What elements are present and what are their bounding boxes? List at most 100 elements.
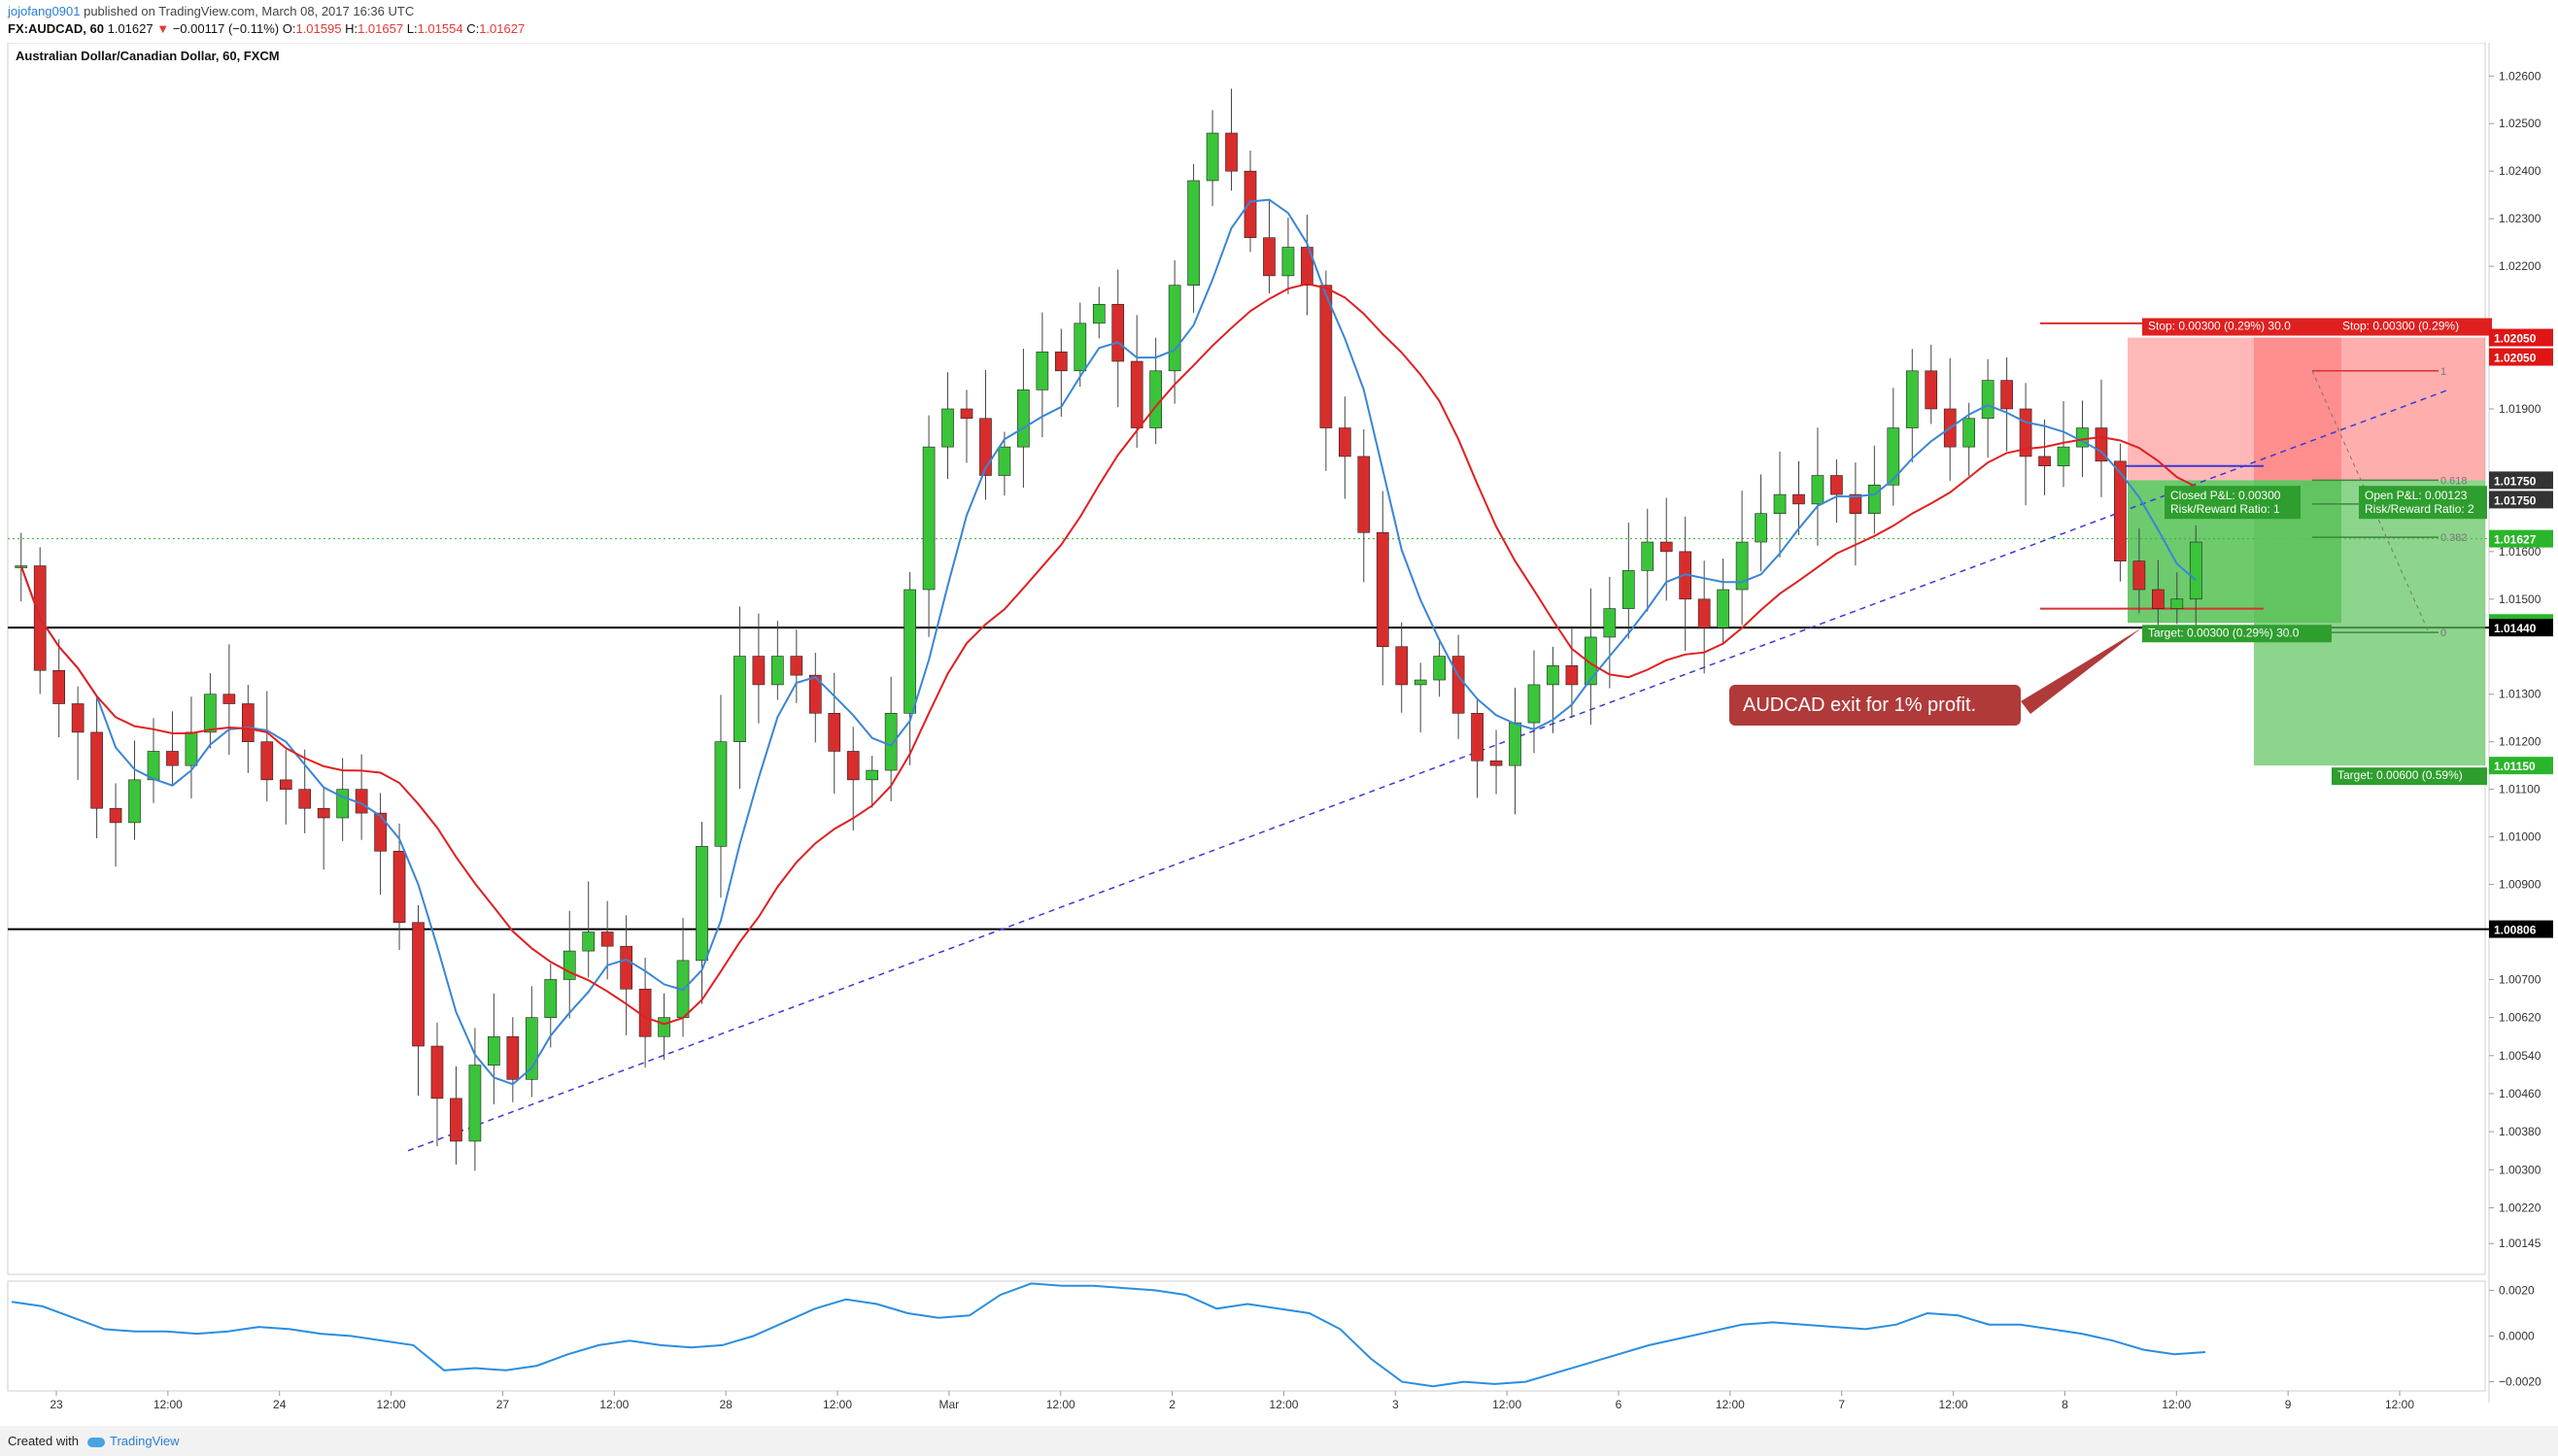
bullish-candle — [658, 1017, 670, 1037]
price-axis-label: 1.00300 — [2499, 1163, 2541, 1176]
bullish-candle — [185, 731, 198, 766]
bullish-candle — [1735, 541, 1749, 591]
close-label: C: — [466, 21, 480, 36]
bullish-candle — [1868, 485, 1881, 514]
chart-title: Australian Dollar/Canadian Dollar, 60, F… — [16, 49, 280, 63]
bullish-candle — [525, 1017, 538, 1080]
candlestick-chart[interactable]: Australian Dollar/Canadian Dollar, 60, F… — [0, 43, 2558, 1426]
bearish-candle — [450, 1098, 462, 1142]
open-stop-label: Stop: 0.00300 (0.29%) — [2342, 320, 2459, 333]
price-axis-marker-label: 1.00806 — [2494, 924, 2537, 937]
open-target-label: Target: 0.00600 (0.59%) — [2337, 768, 2463, 782]
bearish-candle — [2000, 380, 2013, 410]
bearish-candle — [1565, 665, 1579, 686]
oscillator-axis-label: 0.0020 — [2499, 1283, 2535, 1297]
open-label: O: — [282, 21, 296, 36]
closed-pnl-box — [2165, 486, 2301, 520]
symbol-label: FX:AUDCAD, 60 — [8, 21, 104, 36]
bearish-candle — [2152, 589, 2165, 609]
price-axis-label: 1.01600 — [2499, 545, 2541, 559]
tradingview-brand-text: TradingView — [110, 1434, 180, 1448]
bullish-candle — [1036, 351, 1049, 390]
price-axis-marker-label: 1.01150 — [2494, 760, 2536, 773]
bearish-candle — [166, 751, 179, 766]
bullish-candle — [468, 1065, 482, 1142]
bullish-candle — [544, 979, 558, 1018]
price-axis-marker — [2489, 491, 2553, 509]
open-rr-label: Risk/Reward Ratio: 2 — [2365, 502, 2474, 516]
price-axis-label: 1.00220 — [2499, 1201, 2541, 1214]
time-axis-label: 27 — [496, 1398, 510, 1411]
closed-target-label-box — [2142, 625, 2332, 643]
bullish-candle — [1603, 608, 1617, 638]
bearish-candle — [1830, 475, 1843, 495]
price-axis-marker — [2489, 328, 2553, 347]
high-label: H: — [345, 21, 358, 36]
bullish-candle — [1621, 570, 1635, 609]
bullish-candle — [1773, 493, 1787, 514]
bullish-candle — [1017, 389, 1030, 448]
bearish-candle — [1357, 456, 1371, 533]
bearish-candle — [1263, 237, 1276, 277]
bearish-candle — [1451, 656, 1465, 714]
bearish-candle — [374, 812, 387, 852]
tradingview-logo[interactable]: TradingView — [87, 1434, 180, 1448]
bearish-candle — [279, 779, 292, 790]
price-axis-label: 1.01300 — [2499, 688, 2541, 701]
author-link[interactable]: jojofang0901 — [8, 4, 81, 18]
time-axis-label: 7 — [1838, 1398, 1845, 1411]
price-axis-label: 1.02400 — [2499, 164, 2541, 178]
bearish-candle — [1395, 646, 1409, 686]
bearish-candle — [506, 1035, 520, 1080]
time-axis-label: 12:00 — [377, 1398, 406, 1411]
bearish-candle — [1471, 713, 1484, 762]
bearish-candle — [1111, 303, 1125, 362]
bullish-candle — [1962, 418, 1976, 448]
price-axis-marker-label: 1.01440 — [2494, 622, 2537, 635]
time-axis-label: 12:00 — [1716, 1398, 1745, 1411]
high-value: 1.01657 — [358, 21, 404, 36]
bearish-candle — [2132, 560, 2146, 591]
change-arrow-icon: ▼ — [156, 21, 170, 36]
bearish-candle — [1925, 370, 1938, 410]
price-axis-marker-label: 1.01750 — [2494, 493, 2537, 507]
bearish-candle — [960, 408, 973, 420]
bullish-candle — [1585, 636, 1597, 686]
price-axis-label: 1.02600 — [2499, 69, 2541, 83]
bullish-candle — [1433, 656, 1446, 681]
bullish-candle — [1547, 665, 1559, 686]
price-axis-label: 1.00620 — [2499, 1011, 2541, 1025]
bullish-candle — [866, 769, 879, 781]
bullish-candle — [1149, 370, 1162, 428]
price-axis-marker — [2489, 920, 2553, 938]
time-axis-label: 12:00 — [599, 1398, 629, 1411]
bullish-candle — [771, 656, 784, 686]
chart-area[interactable]: Australian Dollar/Canadian Dollar, 60, F… — [0, 43, 2558, 1447]
bullish-candle — [1074, 322, 1087, 372]
bearish-candle — [1130, 360, 1143, 428]
bullish-candle — [1168, 285, 1181, 372]
bullish-candle — [582, 931, 596, 952]
closed-target-label: Target: 0.00300 (0.29%) 30.0 — [2148, 626, 2300, 639]
bullish-candle — [884, 713, 898, 771]
bearish-candle — [241, 703, 255, 742]
time-axis-label: 12:00 — [1046, 1398, 1075, 1411]
bearish-candle — [1849, 493, 1862, 514]
bearish-candle — [317, 807, 330, 819]
price-axis-marker — [2489, 471, 2553, 490]
price-axis-marker-label: 1.01627 — [2494, 533, 2537, 547]
time-axis-label: 3 — [1392, 1398, 1399, 1411]
slow-moving-average-line — [19, 283, 2197, 1026]
time-axis-label: 24 — [273, 1398, 287, 1411]
price-axis-label: 1.01900 — [2499, 402, 2541, 416]
bearish-candle — [1225, 132, 1238, 172]
bearish-candle — [638, 988, 652, 1037]
time-axis-label: 28 — [719, 1398, 733, 1411]
time-axis-label: 12:00 — [823, 1398, 852, 1411]
bullish-candle — [336, 789, 349, 819]
fib-level-label: 0.618 — [2440, 475, 2468, 487]
bearish-candle — [790, 656, 803, 676]
price-axis-label: 1.02200 — [2499, 259, 2541, 273]
time-axis-label: 23 — [50, 1398, 63, 1411]
bearish-candle — [846, 751, 860, 781]
